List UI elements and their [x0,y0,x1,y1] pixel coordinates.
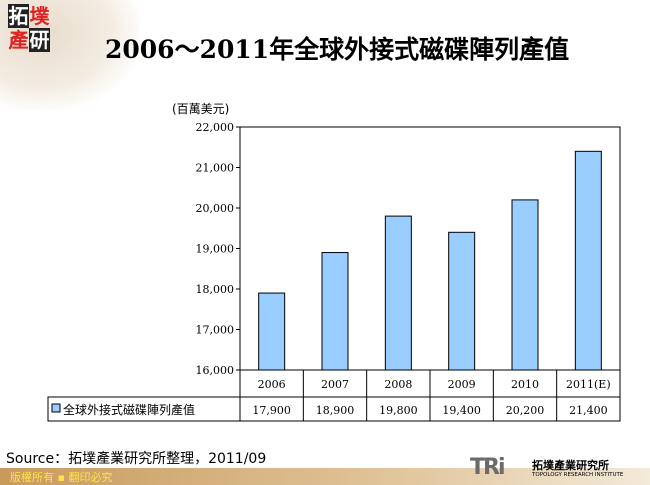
y-tick-label: 20,000 [196,202,235,215]
category-label: 2011(E) [566,378,611,391]
logo-char: 拓 [8,4,29,28]
plot-area [239,126,621,371]
y-tick-label: 21,000 [196,162,235,175]
brand-en: TOPOLOGY RESEARCH INSTITUTE [532,472,624,478]
source-note: Source：拓墣產業研究所整理，2011/09 [6,451,267,467]
logo-char: 研 [29,28,50,52]
bar [574,150,602,371]
y-tick-label: 17,000 [196,324,235,337]
bar [511,199,539,371]
value-label: 18,900 [316,404,355,417]
copyright-text: 版權所有 ▪ 翻印必究 [10,471,113,484]
y-tick-label: 18,000 [196,283,235,296]
value-label: 19,400 [442,404,481,417]
category-label: 2008 [384,378,412,391]
legend-swatch [51,403,61,413]
category-label: 2010 [511,378,539,391]
footer-bar: 版權所有 ▪ 翻印必究 [0,468,650,485]
logo-char: 墣 [29,4,50,28]
y-tick-label: 22,000 [196,121,235,134]
brand-mark: TRi [470,455,505,480]
y-tick-label: 16,000 [196,364,235,377]
category-label: 2007 [321,378,349,391]
value-label: 19,800 [379,404,418,417]
bar [448,231,476,371]
bar [258,292,286,371]
bar [321,252,349,371]
value-label: 21,400 [569,404,608,417]
logo-char: 產 [8,28,29,52]
value-label: 17,900 [252,404,291,417]
brand-logo: TRi 拓墣產業研究所 TOPOLOGY RESEARCH INSTITUTE [470,455,623,480]
bar [384,215,412,371]
legend-label: 全球外接式磁碟陣列產值 [63,402,195,417]
brand-cn: 拓墣產業研究所 [532,459,609,472]
category-label: 2009 [448,378,476,391]
category-label: 2006 [258,378,286,391]
y-tick-label: 19,000 [196,243,235,256]
page-title: 2006～2011年全球外接式磁碟陣列產值 [105,35,570,64]
logo: 拓墣產研 [8,4,52,54]
value-label: 20,200 [506,404,545,417]
y-axis-unit: (百萬美元) [172,102,230,116]
